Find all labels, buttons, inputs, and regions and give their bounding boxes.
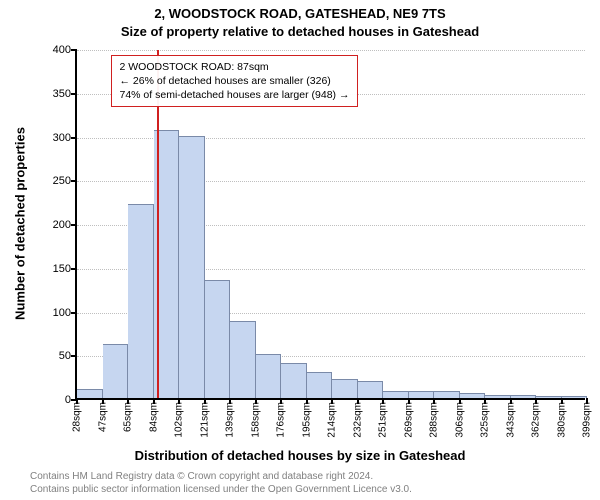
x-tick-label: 195sqm — [301, 402, 312, 438]
y-tick-label: 0 — [65, 394, 71, 406]
x-tick-label: 306sqm — [454, 402, 465, 438]
title-line-2: Size of property relative to detached ho… — [0, 24, 600, 39]
x-tick-label: 362sqm — [531, 402, 542, 438]
x-tick-label: 325sqm — [480, 402, 491, 438]
histogram-bar — [358, 381, 384, 399]
y-tick-label: 200 — [53, 219, 71, 231]
x-tick-label: 380sqm — [556, 402, 567, 438]
x-tick-label: 65sqm — [123, 402, 134, 432]
annotation-line: ← 26% of detached houses are smaller (32… — [120, 74, 350, 88]
y-tick-mark — [71, 268, 77, 270]
annotation-box: 2 WOODSTOCK ROAD: 87sqm← 26% of detached… — [111, 55, 359, 108]
histogram-bar — [434, 391, 460, 398]
y-tick-mark — [71, 312, 77, 314]
histogram-bar — [536, 396, 562, 398]
x-tick-label: 343sqm — [505, 402, 516, 438]
y-tick-mark — [71, 224, 77, 226]
y-tick-mark — [71, 180, 77, 182]
y-tick-mark — [71, 93, 77, 95]
annotation-line: 2 WOODSTOCK ROAD: 87sqm — [120, 60, 350, 74]
y-axis-label: Number of detached properties — [13, 124, 28, 324]
annotation-line: 74% of semi-detached houses are larger (… — [120, 88, 350, 102]
x-axis-label: Distribution of detached houses by size … — [0, 448, 600, 463]
y-tick-mark — [71, 137, 77, 139]
footer-line-2: Contains public sector information licen… — [30, 483, 412, 496]
y-gridline — [77, 50, 585, 51]
histogram-bar — [281, 363, 307, 398]
histogram-bar — [128, 204, 154, 398]
histogram-bar — [383, 391, 409, 398]
chart-plot-area: 05010015020025030035040028sqm47sqm65sqm8… — [75, 50, 585, 400]
footer-attribution: Contains HM Land Registry data © Crown c… — [0, 470, 412, 496]
x-tick-label: 232sqm — [352, 402, 363, 438]
histogram-bar — [179, 136, 205, 399]
histogram-bar — [409, 391, 435, 398]
x-tick-label: 214sqm — [327, 402, 338, 438]
x-tick-label: 269sqm — [403, 402, 414, 438]
y-tick-label: 150 — [53, 263, 71, 275]
x-tick-label: 176sqm — [276, 402, 287, 438]
y-tick-label: 250 — [53, 175, 71, 187]
y-tick-label: 100 — [53, 307, 71, 319]
histogram-bar — [485, 395, 511, 399]
histogram-bar — [562, 396, 588, 398]
x-tick-label: 102sqm — [174, 402, 185, 438]
x-tick-label: 139sqm — [225, 402, 236, 438]
y-tick-label: 400 — [53, 44, 71, 56]
histogram-bar — [230, 321, 256, 398]
x-tick-label: 28sqm — [72, 402, 83, 432]
histogram-bar — [256, 354, 282, 398]
histogram-bar — [511, 395, 537, 399]
y-tick-label: 50 — [59, 350, 71, 362]
histogram-bar — [77, 389, 103, 398]
histogram-bar — [460, 393, 486, 398]
x-tick-label: 84sqm — [148, 402, 159, 432]
title-line-1: 2, WOODSTOCK ROAD, GATESHEAD, NE9 7TS — [0, 6, 600, 21]
x-tick-label: 399sqm — [582, 402, 593, 438]
x-tick-label: 47sqm — [97, 402, 108, 432]
x-tick-label: 251sqm — [378, 402, 389, 438]
histogram-bar — [332, 379, 358, 398]
x-tick-label: 288sqm — [429, 402, 440, 438]
x-tick-label: 158sqm — [250, 402, 261, 438]
y-tick-label: 350 — [53, 88, 71, 100]
y-tick-mark — [71, 355, 77, 357]
y-tick-label: 300 — [53, 132, 71, 144]
histogram-bar — [307, 372, 333, 398]
x-tick-label: 121sqm — [199, 402, 210, 438]
y-tick-mark — [71, 49, 77, 51]
footer-line-1: Contains HM Land Registry data © Crown c… — [30, 470, 412, 483]
histogram-bar — [103, 344, 129, 398]
histogram-bar — [205, 280, 231, 398]
